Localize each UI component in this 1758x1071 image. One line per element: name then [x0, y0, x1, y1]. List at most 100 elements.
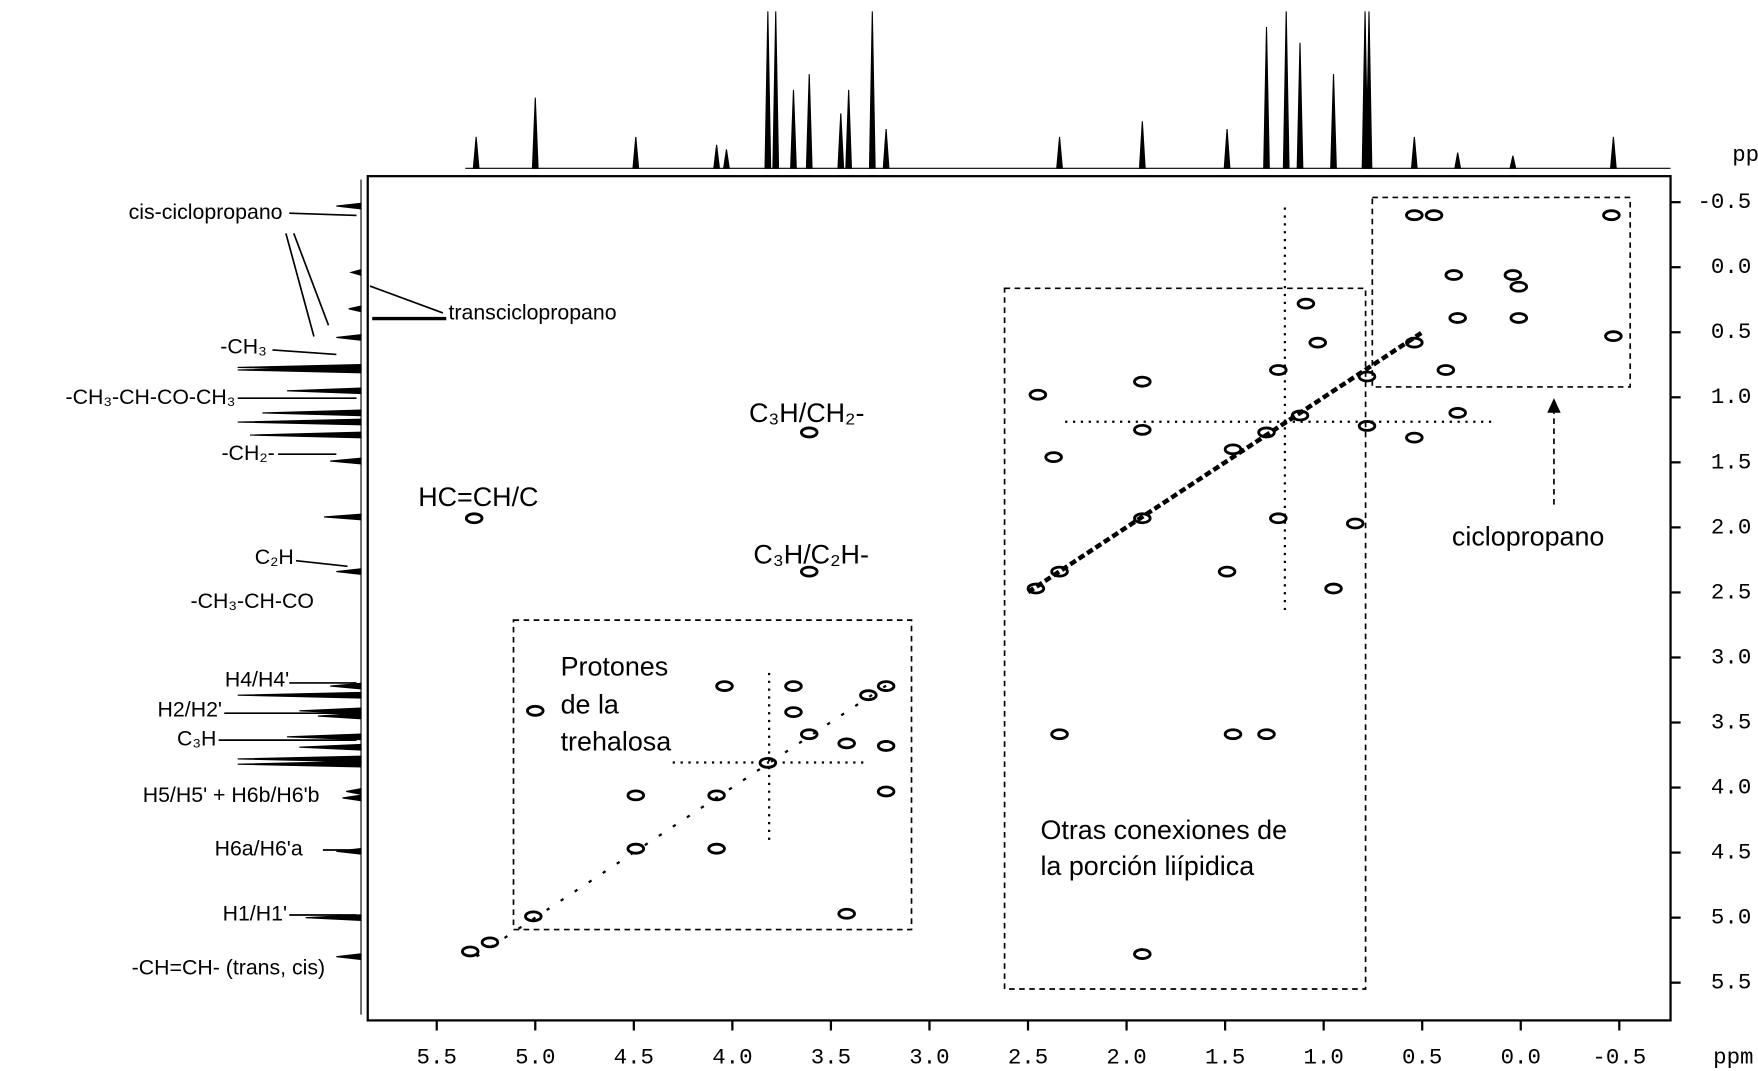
leader	[285, 233, 315, 337]
cross-peak	[1217, 565, 1237, 578]
cross-peak	[837, 907, 856, 920]
annotation: Otras conexiones de	[1040, 815, 1287, 845]
top-projection-peak	[805, 74, 813, 169]
left-projection-peak	[336, 568, 362, 576]
cross-peak	[859, 689, 878, 702]
cross-peak	[799, 426, 819, 439]
left-projection-peak	[286, 733, 362, 741]
x-tick-label: 0.0	[1501, 1044, 1541, 1070]
cross-peak	[784, 706, 803, 718]
cross-peak	[1345, 517, 1365, 530]
cross-peak	[1357, 420, 1377, 432]
annotation: ciclopropano	[1452, 521, 1604, 551]
leader	[272, 349, 337, 356]
leader	[292, 233, 330, 326]
region-box	[1371, 196, 1632, 388]
peak-label: H4/H4'	[225, 667, 289, 691]
x-tick-label: 2.0	[1106, 1044, 1146, 1070]
cross-peak	[799, 565, 819, 578]
annotation: trehalosa	[561, 727, 672, 757]
cross-peak	[1357, 370, 1377, 383]
left-projection-peak	[299, 707, 362, 715]
cross-peak	[526, 704, 545, 717]
top-projection-peak	[531, 97, 539, 169]
top-projection-peak	[790, 89, 797, 169]
cross-peak	[626, 842, 646, 855]
y-tick-label: 4.0	[1711, 774, 1751, 800]
left-projection-peak	[348, 305, 362, 313]
top-projection-peak	[1056, 136, 1063, 169]
cross-peak	[1223, 443, 1243, 456]
top-projection-peak	[764, 11, 772, 169]
peak-label: -CH₃-CH-CO	[191, 589, 314, 613]
cross-peak	[1424, 209, 1444, 222]
plot-frame	[366, 175, 1672, 1022]
y-axis-label: ppm	[1732, 142, 1758, 168]
x-tick-label: 2.5	[1008, 1044, 1048, 1070]
cross-peak	[1436, 364, 1456, 376]
top-projection-peak	[1296, 42, 1304, 169]
left-projection-peak	[349, 268, 362, 276]
left-projection-peak	[336, 953, 362, 961]
peak-label: H6a/H6'a	[215, 837, 303, 861]
cross-peak	[707, 842, 726, 855]
cross-peak	[626, 789, 646, 802]
region-box	[1003, 287, 1367, 990]
cross-peak	[1133, 948, 1152, 960]
top-projection-peak	[1454, 152, 1462, 169]
cross-peak	[1223, 728, 1243, 741]
x-tick-label: 5.0	[515, 1044, 555, 1070]
x-tick-label: 3.0	[909, 1044, 949, 1070]
cross-peak	[1405, 209, 1424, 222]
cross-peak	[876, 680, 896, 692]
top-projection-peak	[882, 129, 890, 169]
peak-label: H1/H1'	[223, 902, 287, 926]
peak-label: C₂H	[255, 545, 294, 569]
cross-peak	[1405, 431, 1424, 444]
top-projection-peak	[472, 136, 480, 169]
cross-peak	[1296, 297, 1316, 310]
y-tick-label: 5.5	[1711, 970, 1751, 996]
cross-peak	[1050, 565, 1069, 578]
left-projection-peak	[250, 431, 362, 439]
cross-peak	[1448, 312, 1467, 324]
annotation: HC=CH/C	[418, 482, 538, 512]
peak-label: transciclopropano	[448, 301, 616, 325]
y-tick-label: 0.0	[1711, 254, 1751, 280]
cross-peak	[1509, 312, 1529, 324]
cross-peak	[758, 756, 778, 769]
annotation: Protones	[561, 651, 669, 681]
top-projection-peak	[1138, 121, 1146, 169]
left-projection-peak	[336, 334, 362, 341]
annotation: C₃H/CH₂-	[749, 398, 865, 428]
left-projection-peak	[330, 682, 362, 690]
cross-peak	[464, 512, 484, 525]
peak-label: H5/H5' + H6b/H6'b	[143, 783, 320, 807]
cross-peak	[460, 945, 480, 958]
y-tick-label: -0.5	[1697, 189, 1751, 215]
arrow-head	[1547, 398, 1561, 413]
top-projection-peak	[845, 89, 853, 169]
x-tick-label: 3.5	[811, 1044, 851, 1070]
annotation: la porción liípidica	[1040, 851, 1254, 881]
cross-peak	[1509, 280, 1529, 293]
leader	[369, 285, 444, 314]
peak-label: -CH₃-CH-CO-CH₃	[65, 385, 235, 409]
x-tick-label: 1.0	[1303, 1044, 1343, 1070]
left-projection-peak	[323, 513, 362, 521]
peak-label: -CH₃	[220, 334, 267, 358]
cross-peak	[1503, 269, 1523, 281]
top-projection-peak	[713, 144, 721, 169]
y-tick-label: 4.5	[1711, 840, 1751, 866]
left-projection-peak	[262, 409, 362, 417]
y-tick-label: 1.0	[1711, 384, 1751, 410]
peak-label: -CH=CH- (trans, cis)	[132, 955, 325, 979]
cross-peak	[707, 789, 726, 802]
cross-peak	[799, 728, 819, 741]
x-tick-label: 0.5	[1402, 1044, 1442, 1070]
cross-peak	[1324, 582, 1343, 595]
cross-peak	[1257, 728, 1276, 741]
y-tick-label: 5.0	[1711, 905, 1751, 931]
y-tick-label: 2.5	[1711, 579, 1751, 605]
